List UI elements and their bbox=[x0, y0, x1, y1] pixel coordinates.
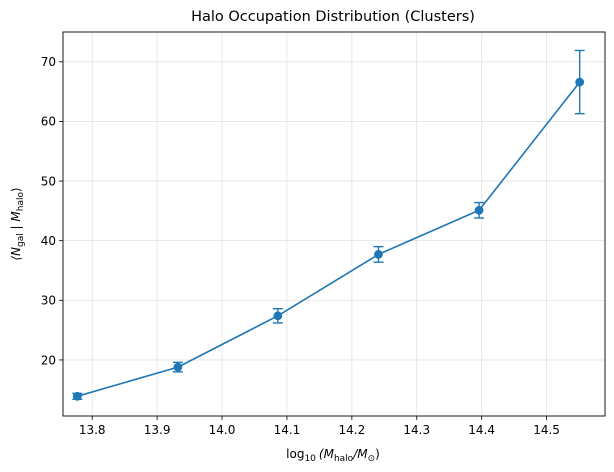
y-tick-label: 50 bbox=[41, 174, 56, 188]
x-label-mid: /M bbox=[352, 447, 368, 461]
plot-frame bbox=[62, 31, 606, 417]
x-label-prefix: log bbox=[286, 447, 304, 461]
x-label-close: ) bbox=[375, 447, 380, 461]
y-label-sub1: gal bbox=[16, 233, 26, 247]
y-axis-label: ⟨Ngal | Mhalo⟩ bbox=[9, 187, 26, 260]
y-tick-label: 40 bbox=[41, 234, 56, 248]
data-point bbox=[374, 250, 383, 259]
y-label-mid: | M bbox=[9, 211, 23, 234]
y-label-open: ⟨N bbox=[9, 247, 23, 261]
y-tick-label: 60 bbox=[41, 115, 56, 129]
data-point bbox=[575, 77, 585, 87]
series-line bbox=[77, 81, 581, 398]
y-label-close: ⟩ bbox=[9, 187, 23, 192]
tick-layer: 13.8 13.9 14.0 14.1 14.2 14.3 14.4 14.5 20 30 40 50… bbox=[41, 55, 560, 437]
x-tick-label: 14.4 bbox=[468, 423, 495, 437]
y-tick-label: 30 bbox=[41, 294, 56, 308]
x-tick-label: 14.1 bbox=[274, 423, 301, 437]
y-label-sub2: halo bbox=[16, 192, 26, 212]
x-tick-label: 14.3 bbox=[403, 423, 430, 437]
data-point bbox=[72, 391, 82, 401]
x-label-open: (M bbox=[319, 447, 335, 461]
y-tick-label: 70 bbox=[41, 55, 56, 69]
grid-layer bbox=[63, 32, 605, 416]
x-tick-label: 13.9 bbox=[144, 423, 171, 437]
marker-layer bbox=[72, 77, 585, 401]
data-point bbox=[273, 311, 283, 321]
x-axis-label: log10 (Mhalo/M⊙) bbox=[286, 447, 380, 464]
x-tick-label: 14.2 bbox=[338, 423, 365, 437]
x-label-base: 10 bbox=[304, 454, 316, 464]
x-tick-label: 14.5 bbox=[533, 423, 560, 437]
data-point bbox=[474, 205, 484, 215]
x-label-sub2: ⊙ bbox=[368, 454, 376, 464]
chart-title: Halo Occupation Distribution (Clusters) bbox=[191, 9, 475, 25]
y-tick-label: 20 bbox=[41, 353, 56, 367]
x-tick-label: 14.0 bbox=[209, 423, 236, 437]
data-point bbox=[173, 362, 183, 372]
x-tick-label: 13.8 bbox=[79, 423, 106, 437]
line-layer bbox=[77, 81, 581, 398]
x-label-sub1: halo bbox=[334, 454, 354, 464]
